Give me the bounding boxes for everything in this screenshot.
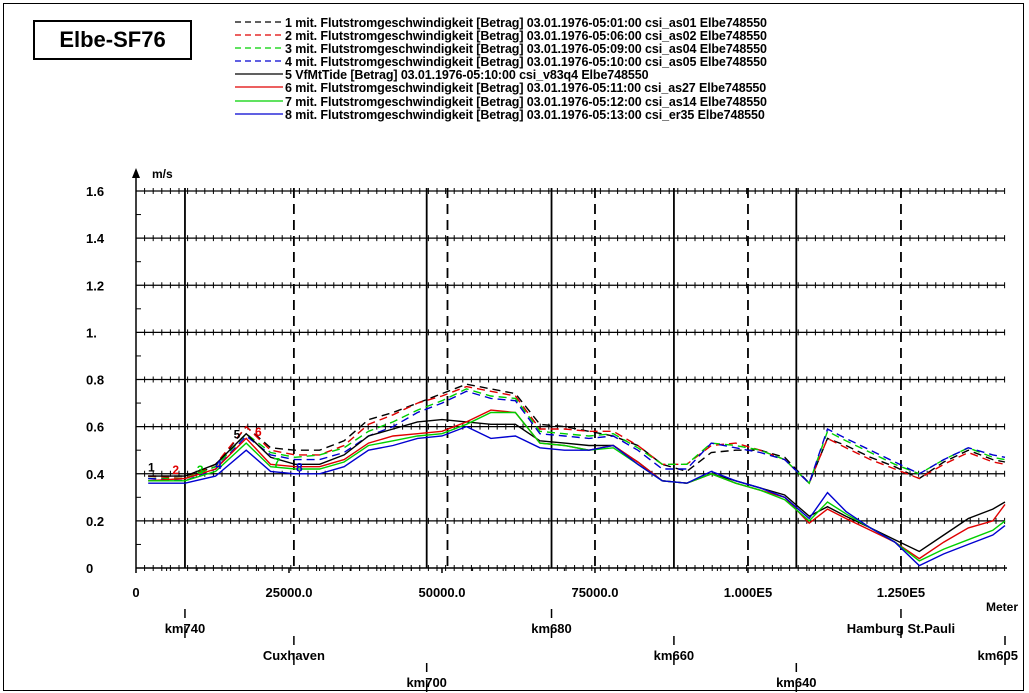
- x-tick-label: 50000.0: [418, 585, 465, 600]
- y-tick-label: 1.2: [86, 278, 104, 293]
- legend-swatch: [235, 113, 283, 115]
- y-axis-label: m/s: [152, 167, 173, 181]
- legend-swatch: [235, 34, 283, 36]
- km-marker-label: km700: [406, 675, 446, 690]
- y-tick-label: 0.2: [86, 514, 104, 529]
- y-tick-label: 1.: [86, 325, 97, 340]
- km-marker-labels: km740 Cuxhaven km700 km680 km660 km640 Hamburg…: [165, 609, 1018, 692]
- legend-label: 6 mit. Flutstromgeschwindigkeit [Betrag]…: [285, 81, 767, 96]
- chart-frame: [3, 3, 1024, 691]
- series-number-label: 2: [172, 463, 179, 477]
- km-marker-label: km605: [978, 648, 1018, 663]
- series-number-label: 6: [255, 425, 262, 439]
- x-tick-label: 1.000E5: [724, 585, 772, 600]
- y-tick-label: 0.4: [86, 467, 105, 482]
- series-number-label: 4: [215, 458, 222, 472]
- km-marker-label: km740: [165, 621, 205, 636]
- x-axis-label: Meter: [986, 600, 1018, 614]
- legend-label: 4 mit. Flutstromgeschwindigkeit [Betrag]…: [285, 55, 767, 70]
- series-number-label: 8: [296, 460, 303, 474]
- series-number-label: 1: [148, 460, 155, 474]
- series-line: [148, 383, 1006, 485]
- legend-label: 2 mit. Flutstromgeschwindigkeit [Betrag]…: [285, 29, 767, 44]
- legend-swatch: [235, 73, 283, 76]
- km-marker-label: km660: [654, 648, 694, 663]
- x-tick-label: 25000.0: [265, 585, 312, 600]
- km-marker-label: km680: [531, 621, 571, 636]
- series-line: [148, 388, 1006, 485]
- legend-label: 7 mit. Flutstromgeschwindigkeit [Betrag]…: [285, 94, 767, 109]
- legend-label: 5 VfMtTide [Betrag] 03.01.1976-05:10:00 …: [285, 68, 649, 83]
- km-marker-label: km640: [776, 675, 816, 690]
- chart-title-box: Elbe-SF76: [33, 20, 192, 60]
- series-lines: [148, 383, 1006, 567]
- x-tick-label: 0: [132, 585, 139, 600]
- series-line: [148, 425, 1006, 567]
- series-line: [148, 409, 1006, 560]
- legend-label: 3 mit. Flutstromgeschwindigkeit [Betrag]…: [285, 42, 767, 57]
- km-marker-label: Cuxhaven: [263, 648, 325, 663]
- y-tick-label: 0: [86, 561, 93, 576]
- series-number-label: 3: [197, 463, 204, 477]
- series-number-label: 7: [273, 456, 280, 470]
- series-number-label: 5: [234, 427, 241, 441]
- legend-swatch: [235, 60, 283, 62]
- x-tick-label: 75000.0: [571, 585, 618, 600]
- km-vertical-lines: [184, 188, 902, 568]
- legend-swatch: [235, 86, 283, 89]
- legend-swatch: [235, 99, 283, 102]
- series-line: [148, 390, 1006, 485]
- chart-title: Elbe-SF76: [59, 27, 166, 52]
- legend-label: 1 mit. Flutstromgeschwindigkeit [Betrag]…: [285, 16, 767, 30]
- km-marker-label: Hamburg St.Pauli: [847, 621, 955, 636]
- legend-swatch: [235, 47, 283, 49]
- y-tick-label: 0.6: [86, 420, 104, 435]
- legend-label: 8 mit. Flutstromgeschwindigkeit [Betrag]…: [285, 107, 765, 122]
- y-axis-arrow: [132, 168, 140, 178]
- y-tick-label: 1.6: [86, 184, 104, 199]
- y-tick-label: 1.4: [86, 231, 105, 246]
- series-line: [148, 385, 1006, 485]
- y-tick-label: 0.8: [86, 373, 104, 388]
- x-tick-label: 1.250E5: [877, 585, 925, 600]
- legend-swatch: [235, 21, 283, 23]
- series-number-labels: 1 2 3 45 67 8: [148, 425, 303, 477]
- axes: m/s 0 0.2 0.4 0.6 0.8 1. 1.2 1.4 1.6 0 25000.0 50000…: [86, 167, 1018, 614]
